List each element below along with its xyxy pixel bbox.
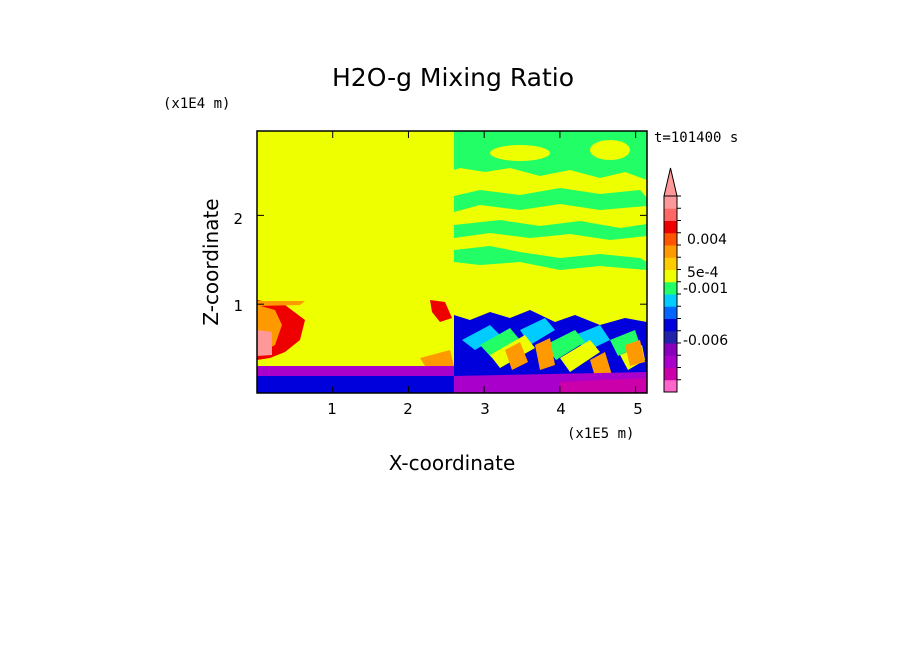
colorbar-swatch — [664, 318, 677, 332]
colorbar-swatch — [664, 196, 677, 209]
colorbar-swatch — [664, 367, 677, 381]
x-tick-label: 3 — [480, 400, 490, 418]
pink-core-left — [257, 330, 272, 356]
colorbar-swatch — [664, 355, 677, 368]
yellow-streaks — [490, 335, 645, 372]
orange-streaks — [505, 338, 645, 380]
green-band-low — [454, 246, 647, 270]
cyan-streaks — [462, 318, 610, 352]
colorbar-swatch — [664, 232, 677, 246]
colorbar-labels: 0.004 5e-4 -0.001 -0.006 — [683, 232, 728, 349]
colorbar-swatch — [664, 306, 677, 319]
colorbar-label: 0.004 — [687, 232, 727, 248]
purple-surface-left — [257, 366, 454, 376]
colorbar-swatch — [664, 245, 677, 258]
yellow-pocket-1 — [490, 145, 550, 161]
green-band-mid2 — [454, 220, 647, 240]
green-band-mid1 — [454, 188, 647, 212]
colorbar-swatch — [664, 330, 677, 344]
orange-top-left — [257, 301, 305, 306]
x-axis-label: X-coordinate — [389, 451, 516, 475]
colorbar-swatch — [664, 294, 677, 307]
yellow-pocket-2 — [590, 140, 630, 160]
green-streaks — [480, 328, 640, 360]
colorbar-label: -0.001 — [683, 281, 728, 297]
x-tick-label: 1 — [327, 400, 337, 418]
plot-area — [256, 130, 648, 394]
chart-title: H2O-g Mixing Ratio — [332, 63, 574, 92]
y-units-label: (x1E4 m) — [163, 96, 230, 112]
colorbar-label: -0.006 — [683, 333, 728, 349]
colorbar-label: 5e-4 — [687, 265, 719, 281]
plot-frame — [256, 130, 648, 394]
axis-ticks — [257, 131, 647, 393]
y-tick-label: 1 — [233, 297, 243, 315]
colorbar-swatch — [664, 379, 677, 393]
colorbar-swatch — [664, 208, 677, 221]
y-axis-label: Z-coordinate — [199, 198, 223, 325]
x-tick-label: 4 — [556, 400, 566, 418]
x-tick-label: 2 — [403, 400, 413, 418]
lower-right-region — [454, 310, 647, 393]
magenta-surface-right — [560, 378, 647, 393]
time-label: t=101400 s — [654, 130, 738, 146]
lower-left-region — [257, 300, 454, 393]
y-tick-label: 2 — [233, 210, 243, 228]
colorbar-swatch — [664, 343, 677, 356]
colorbar-swatch — [664, 257, 677, 270]
colorbar-overflow-arrow — [663, 167, 678, 197]
x-units-label: (x1E5 m) — [567, 426, 634, 442]
colorbar-swatch — [664, 269, 677, 283]
yellow-pockets — [490, 140, 630, 161]
colorbar — [663, 167, 681, 393]
red-bump-mid — [430, 300, 452, 322]
orange-bump-mid — [420, 350, 454, 366]
x-tick-label: 5 — [633, 400, 643, 418]
colorbar-swatch — [664, 220, 677, 234]
colorbar-swatch — [664, 281, 677, 295]
y-tick-labels: 1 2 — [233, 210, 243, 315]
x-tick-labels: 1 2 3 4 5 — [327, 400, 643, 418]
